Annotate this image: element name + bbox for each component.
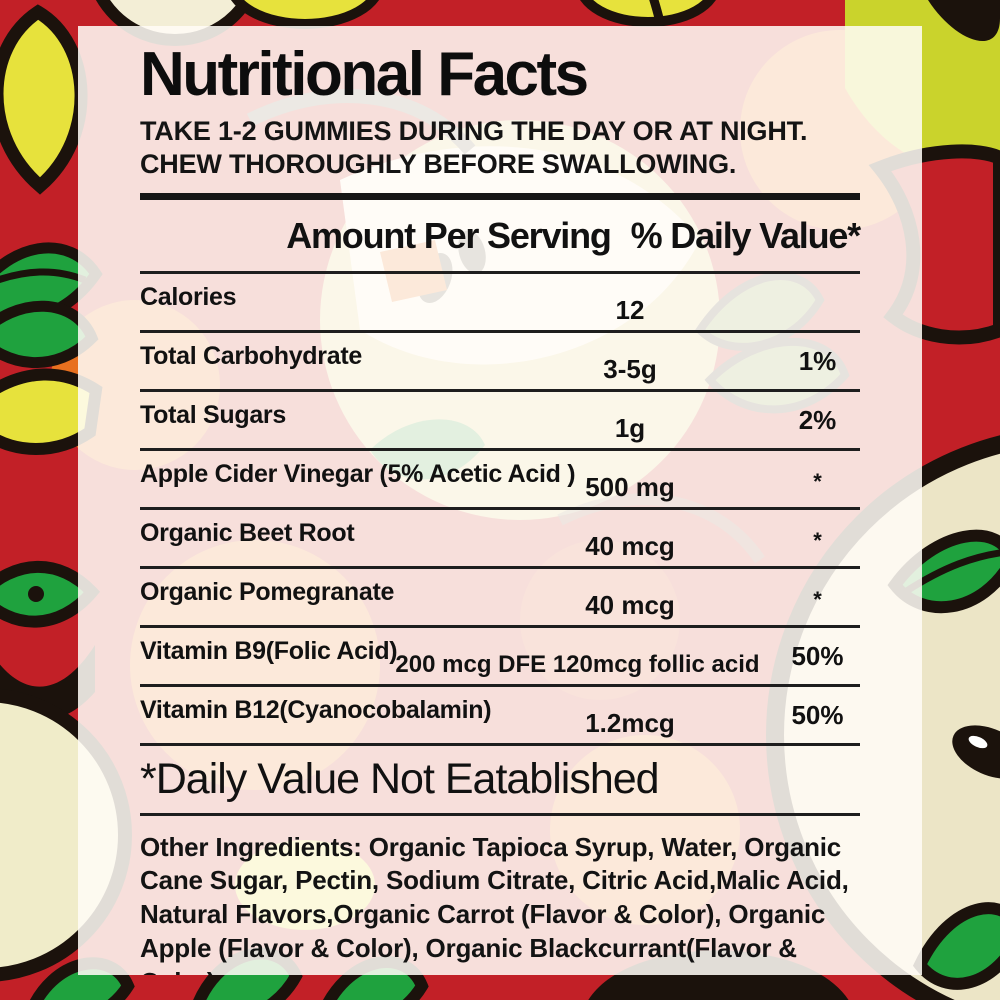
nutrient-amount: 40 mcg [585, 530, 675, 561]
thick-divider [140, 192, 860, 200]
nutrient-amount: 1g [614, 412, 646, 443]
nutrient-row: Total Carbohydrate 3-5g 1% [140, 333, 860, 392]
nutrient-name: Vitamin B9(Folic Acid) [140, 636, 398, 665]
nutrient-name: Organic Pomegranate [140, 577, 395, 606]
nutrition-label-panel: Nutritional Facts TAKE 1-2 GUMMIES DURIN… [78, 26, 922, 975]
nutrient-amount: 200 mcg DFE 120mcg follic acid [395, 650, 760, 678]
nutrient-amount: 1.2mcg [585, 707, 675, 738]
nutrient-daily-value: * [813, 586, 822, 612]
nutrient-name: Apple Cider Vinegar (5% Acetic Acid ) [140, 459, 576, 488]
serving-directions: TAKE 1-2 GUMMIES DURING THE DAY OR AT NI… [140, 116, 808, 180]
nutrient-name: Organic Beet Root [140, 518, 355, 547]
nutrient-daily-value: 50% [791, 640, 844, 671]
label-title: Nutritional Facts [140, 40, 589, 109]
other-ingredients: Other Ingredients: Organic Tapioca Syrup… [140, 831, 849, 976]
nutrient-row: Calories 12 [140, 274, 860, 333]
nutrient-name: Calories [140, 282, 237, 311]
nutrient-row: Total Sugars 1g 2% [140, 392, 860, 451]
nutrient-amount: 40 mcg [585, 589, 675, 620]
nutrient-row: Organic Beet Root 40 mcg * [140, 510, 860, 569]
nutrient-daily-value: 2% [798, 404, 837, 435]
nutrient-row: Apple Cider Vinegar (5% Acetic Acid ) 500… [140, 451, 860, 510]
nutrient-name: Total Sugars [140, 400, 286, 429]
nutrient-daily-value: 1% [798, 345, 837, 376]
daily-value-header: % Daily Value* [630, 215, 862, 256]
nutrient-rows: Calories 12 Total Carbohydrate 3-5g 1% Total … [140, 270, 860, 746]
nutrient-name: Total Carbohydrate [140, 341, 362, 370]
nutrient-amount: 3-5g [603, 353, 657, 384]
nutrient-daily-value: 50% [791, 699, 844, 730]
nutrient-row: Vitamin B12(Cyanocobalamin) 1.2mcg 50% [140, 687, 860, 746]
table-header: Amount Per Serving % Daily Value* [140, 200, 862, 271]
nutrient-daily-value: * [813, 527, 822, 553]
nutrient-daily-value: * [813, 468, 822, 494]
nutrient-amount: 12 [615, 294, 645, 325]
nutrient-row: Organic Pomegranate 40 mcg * [140, 569, 860, 628]
daily-value-footnote: *Daily Value Not Eatablished [140, 746, 860, 816]
nutrient-name: Vitamin B12(Cyanocobalamin) [140, 695, 492, 724]
nutrient-amount: 500 mg [585, 471, 675, 502]
amount-per-serving-header: Amount Per Serving [286, 215, 612, 256]
nutrient-row: Vitamin B9(Folic Acid) 200 mcg DFE 120mcg… [140, 628, 860, 687]
